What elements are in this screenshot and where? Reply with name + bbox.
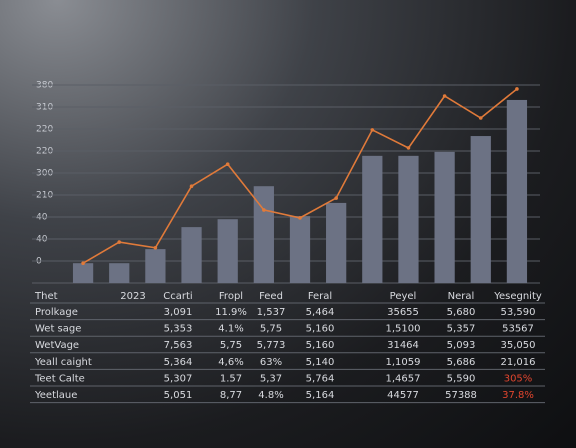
table-cell: 4.1% bbox=[218, 324, 243, 335]
line-point bbox=[189, 184, 194, 188]
bar bbox=[434, 151, 455, 283]
table-cell: 11.9% bbox=[215, 307, 247, 318]
table-header: Feed bbox=[259, 291, 283, 302]
table-cell: 5,160 bbox=[306, 340, 335, 351]
table-cell: 35655 bbox=[387, 307, 419, 318]
line-point bbox=[81, 261, 85, 266]
table-header: Thet bbox=[34, 291, 58, 302]
table-cell: 5,680 bbox=[447, 307, 476, 318]
table-header: Feral bbox=[308, 291, 332, 302]
bar bbox=[326, 202, 347, 283]
table-header: Neral bbox=[448, 291, 475, 302]
bar bbox=[145, 249, 166, 283]
bar bbox=[398, 155, 419, 283]
table-cell: 53,590 bbox=[501, 307, 536, 318]
table-cell: 5,093 bbox=[447, 340, 476, 351]
table-cell: 44577 bbox=[387, 390, 419, 401]
table-header: Peyel bbox=[390, 291, 417, 302]
line-point bbox=[153, 246, 158, 250]
table-cell: 63% bbox=[260, 357, 282, 368]
table-cell: Yeetlaue bbox=[34, 390, 77, 401]
line-point bbox=[515, 87, 519, 91]
table-cell: Yeall caight bbox=[34, 357, 92, 368]
table-header: Fropl bbox=[219, 291, 243, 302]
line-point bbox=[334, 196, 338, 200]
line-point bbox=[262, 208, 266, 212]
table-cell: 21,016 bbox=[501, 357, 536, 368]
table-cell: Teet Calte bbox=[34, 373, 85, 384]
line-point bbox=[117, 240, 122, 244]
bar bbox=[109, 263, 130, 283]
bar bbox=[217, 219, 238, 283]
table-cell: 5,307 bbox=[164, 373, 193, 384]
table-cell: 3,091 bbox=[164, 307, 193, 318]
bar bbox=[470, 136, 491, 283]
table-cell: 5,140 bbox=[306, 357, 335, 368]
table-cell: Wet sage bbox=[35, 324, 81, 335]
table-cell: 57388 bbox=[445, 390, 477, 401]
table-cell: WetVage bbox=[35, 340, 79, 351]
table-header: Ccarti bbox=[163, 291, 192, 302]
table-cell: 7,563 bbox=[164, 340, 193, 351]
table-header: Yesegnity bbox=[493, 291, 542, 302]
table-cell: 5,37 bbox=[260, 373, 282, 384]
line-point bbox=[406, 146, 411, 150]
line-point bbox=[478, 116, 483, 120]
line-point bbox=[442, 94, 447, 98]
bar bbox=[181, 227, 202, 283]
table-cell: 1,537 bbox=[257, 307, 286, 318]
bar bbox=[289, 216, 311, 283]
table-cell: 5,160 bbox=[306, 324, 335, 335]
table-cell: 5,590 bbox=[447, 373, 476, 384]
table-cell: 5,364 bbox=[164, 357, 193, 368]
table-cell: 4.8% bbox=[258, 390, 283, 401]
table-cell: 5,75 bbox=[260, 324, 282, 335]
bar bbox=[72, 263, 94, 283]
table-cell: 5,75 bbox=[220, 340, 242, 351]
table-cell: 5,464 bbox=[306, 307, 335, 318]
table-cell: 1,4657 bbox=[386, 373, 421, 384]
line-point bbox=[225, 162, 230, 166]
line-point bbox=[298, 216, 302, 220]
table-cell: 5,764 bbox=[306, 373, 335, 384]
table-cell: 8,77 bbox=[220, 390, 242, 401]
table-cell: 4,6% bbox=[218, 357, 243, 368]
table-cell: Prolkage bbox=[35, 307, 78, 318]
table-cell: 1,5100 bbox=[386, 324, 421, 335]
table-cell: 35,050 bbox=[501, 340, 536, 351]
table-cell: 1,1059 bbox=[386, 357, 421, 368]
line-point bbox=[370, 128, 375, 132]
table-cell: 31464 bbox=[387, 340, 419, 351]
table-header: 2023 bbox=[120, 291, 145, 302]
table-cell: 53567 bbox=[502, 324, 534, 335]
bar bbox=[362, 155, 383, 283]
table-cell: 5,051 bbox=[164, 390, 193, 401]
table-cell: 37.8% bbox=[502, 390, 534, 401]
table-cell: 5,164 bbox=[306, 390, 335, 401]
bar bbox=[506, 99, 528, 284]
table-cell: 5,357 bbox=[447, 324, 476, 335]
table-cell: 5,353 bbox=[164, 324, 193, 335]
table-cell: 1.57 bbox=[220, 373, 242, 384]
table-cell: 5,686 bbox=[447, 357, 476, 368]
table-cell: 5,773 bbox=[257, 340, 286, 351]
table-cell: 305% bbox=[504, 373, 533, 384]
